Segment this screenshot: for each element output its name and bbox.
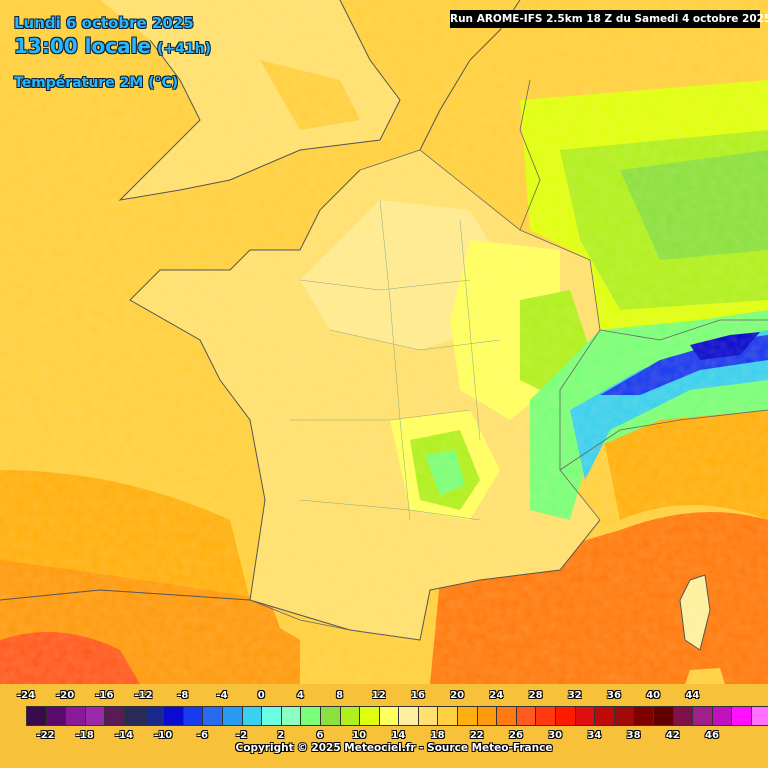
legend-color-cell [46, 707, 67, 725]
legend-top-label: 4 [296, 690, 304, 701]
legend-bottom-label: 2 [277, 730, 285, 741]
legend-top-label: 12 [371, 690, 386, 701]
legend-top-label: 40 [646, 690, 661, 701]
legend-color-cell [399, 707, 419, 725]
legend-bottom-label: 22 [469, 730, 484, 741]
legend-color-cell [654, 707, 674, 725]
legend-top-label: 28 [528, 690, 543, 701]
legend-color-cell [732, 707, 752, 725]
legend-color-cell [203, 707, 223, 725]
coast-iberia [0, 589, 251, 601]
legend-top-label: 36 [607, 690, 621, 701]
borders [249, 79, 768, 641]
legend-bottom-label: -22 [36, 730, 55, 741]
legend-color-cell [105, 707, 125, 725]
legend-color-cell [497, 707, 517, 725]
legend-color-cell [360, 707, 380, 725]
run-info: Run AROME-IFS 2.5km 18 Z du Samedi 4 oct… [450, 10, 768, 28]
legend-color-cell [673, 707, 694, 725]
variable-title: Température 2M (°C) [14, 75, 179, 91]
legend-top-label: 16 [411, 690, 425, 701]
copyright: Copyright © 2025 Meteociel.fr - Source M… [235, 742, 553, 754]
legend-color-cell [556, 707, 576, 725]
legend-color-cell [614, 707, 635, 725]
legend-bottom-label: 46 [705, 730, 719, 741]
legend-color-cell [438, 707, 459, 725]
legend-top-label: -24 [16, 690, 36, 701]
forecast-time: 13:00 locale (+41h) [14, 34, 211, 58]
legend-bottom-label: -18 [75, 730, 94, 741]
legend-top-label: -20 [56, 690, 75, 701]
legend-color-cell [183, 707, 204, 725]
legend-bottom-label: 14 [391, 730, 406, 741]
legend-color-cell [85, 707, 106, 725]
coast-uk [118, 0, 401, 201]
legend-color-cell [693, 707, 713, 725]
legend-bottom-label: -6 [196, 730, 208, 741]
legend-bottom-label: -10 [154, 730, 173, 741]
legend-bottom-label: -2 [236, 730, 248, 741]
legend-bottom-label: 42 [665, 730, 680, 741]
legend-top-label: 20 [450, 690, 465, 701]
border-departments [290, 199, 501, 521]
legend-color-cell [124, 707, 145, 725]
legend-bottom-label: 18 [430, 730, 445, 741]
legend-color-scale [26, 706, 768, 726]
legend-color-cell [164, 707, 184, 725]
legend-color-cell [340, 707, 361, 725]
legend-color-cell [516, 707, 537, 725]
legend-top-label: -12 [134, 690, 153, 701]
border-swiss [599, 319, 768, 341]
legend-top-label: 32 [567, 690, 582, 701]
legend-color-cell [536, 707, 557, 725]
border-spain [249, 599, 421, 641]
legend-color-cell [262, 707, 282, 725]
legend-color-cell [595, 707, 615, 725]
legend-top-label: 44 [685, 690, 700, 701]
legend-bottom-label: 38 [626, 730, 641, 741]
legend-top-label: -16 [95, 690, 114, 701]
coast-france-west [129, 169, 601, 641]
forecast-time-value: 13:00 locale [14, 34, 151, 58]
legend-color-cell [66, 707, 86, 725]
legend-bottom-label: 30 [548, 730, 563, 741]
legend-color-cell [281, 707, 302, 725]
legend-color-cell [418, 707, 439, 725]
legend-color-cell [634, 707, 654, 725]
legend-color-cell [242, 707, 263, 725]
coast-corsica [679, 574, 711, 651]
border-east [359, 149, 601, 521]
legend-color-cell [751, 707, 768, 725]
coastlines [0, 0, 711, 651]
legend-bottom-label: 10 [352, 730, 367, 741]
legend-color-cell [458, 707, 478, 725]
legend-color-cell [379, 707, 400, 725]
legend-bottom-label: 6 [316, 730, 324, 741]
legend-top-label: 8 [336, 690, 344, 701]
legend-top-label: 24 [489, 690, 504, 701]
legend-color-cell [27, 707, 47, 725]
legend-color-cell [222, 707, 243, 725]
legend-color-cell [320, 707, 341, 725]
legend-color-cell [301, 707, 321, 725]
legend-bottom-label: 26 [509, 730, 523, 741]
border-italy [559, 409, 768, 471]
legend-color-cell [575, 707, 596, 725]
legend-top-label: 0 [257, 690, 265, 701]
border-germany [519, 79, 541, 231]
legend-color-cell [477, 707, 498, 725]
legend-top-label: -4 [216, 690, 228, 701]
legend-top-label: -8 [177, 690, 189, 701]
forecast-date: Lundi 6 octobre 2025 [14, 14, 194, 32]
legend-bottom-label: -14 [114, 730, 134, 741]
forecast-lead-time: (+41h) [157, 41, 211, 57]
legend-color-cell [144, 707, 165, 725]
legend-color-cell [712, 707, 733, 725]
legend-bottom-label: 34 [587, 730, 602, 741]
legend: -24 -20 -16 -12 -8 -4 0 4 8 12 16 20 24 28 32 36 40 44 -2… [0, 684, 768, 768]
